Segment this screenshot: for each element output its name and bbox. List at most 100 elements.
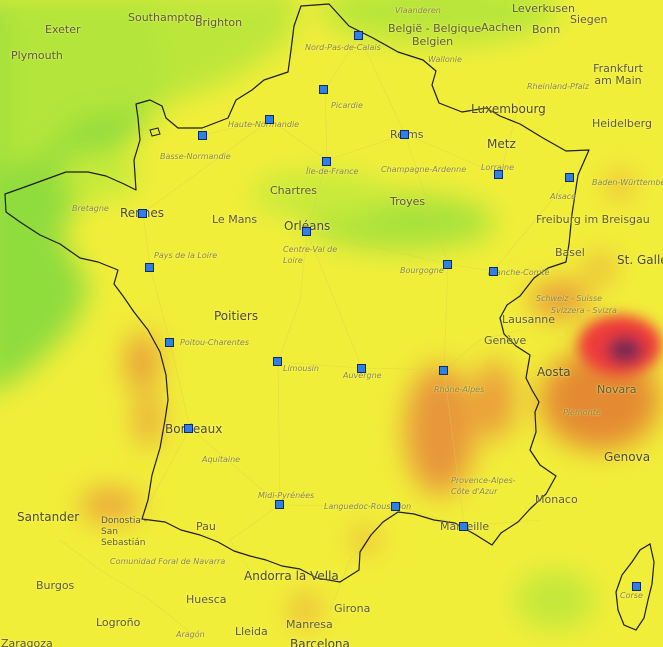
orange-biscay-zone	[80, 489, 140, 521]
label-picardie: Picardie	[331, 101, 363, 110]
label-vlaanderen: Vlaanderen	[395, 6, 441, 15]
label-siegen: Siegen	[570, 13, 608, 26]
label-baden: Baden-Württemberg	[592, 178, 663, 187]
station-marker[interactable]	[489, 267, 498, 276]
station-marker[interactable]	[400, 130, 409, 139]
label-auvergne: Auvergne	[343, 371, 382, 380]
label-donostia: Donostia - San Sebastián	[101, 516, 147, 548]
label-le-mans: Le Mans	[212, 213, 258, 226]
label-girona: Girona	[334, 602, 371, 615]
jersey-island	[149, 127, 161, 137]
label-freiburg: Freiburg im Breisgau	[536, 213, 650, 226]
label-luxembourg: Luxembourg	[471, 102, 546, 116]
label-metz: Metz	[487, 137, 516, 151]
label-southampton: Southampton	[128, 11, 203, 24]
label-belgie: België - Belgique	[388, 22, 482, 35]
orange-gulf-zone	[351, 530, 379, 550]
station-marker[interactable]	[443, 260, 452, 269]
label-lleida: Lleida	[235, 625, 268, 638]
station-marker[interactable]	[275, 500, 284, 509]
label-st-gallen: St. Gallen	[617, 253, 663, 267]
label-schweiz: Schweiz - Suisse	[536, 294, 603, 303]
station-marker[interactable]	[319, 85, 328, 94]
hotspot-layer	[578, 315, 662, 375]
station-marker[interactable]	[494, 170, 503, 179]
label-plymouth: Plymouth	[11, 49, 63, 62]
station-marker[interactable]	[357, 364, 366, 373]
label-genova: Genova	[604, 450, 651, 464]
road-network	[59, 35, 571, 641]
orange-stgallen-zone	[586, 256, 614, 280]
label-poitou: Poitou-Charentes	[180, 338, 249, 347]
station-marker[interactable]	[391, 502, 400, 511]
label-santander: Santander	[17, 510, 80, 524]
label-troyes: Troyes	[390, 195, 426, 208]
label-orleans: Orléans	[284, 219, 331, 233]
orange-gironde-zone	[136, 392, 160, 448]
station-marker[interactable]	[302, 227, 311, 236]
label-provence: Provence-Alpes-Côte d'Azur	[451, 476, 516, 496]
label-logrono: Logroño	[96, 616, 141, 629]
label-pays-de-la-loire: Pays de la Loire	[154, 251, 218, 260]
label-languedoc: Languedoc-Roussillon	[324, 502, 412, 511]
corse-border	[615, 543, 655, 631]
green-med-zone	[515, 570, 595, 630]
green-loire-zone	[250, 170, 390, 220]
label-novara: Novara	[597, 383, 637, 396]
label-wallonie: Wallonie	[428, 55, 462, 64]
france-border	[4, 3, 590, 583]
label-geneve: Genève	[484, 334, 527, 347]
orange-germany-zone	[608, 173, 632, 197]
station-marker[interactable]	[354, 31, 363, 40]
label-aquitaine: Aquitaine	[202, 455, 241, 464]
station-marker[interactable]	[138, 209, 147, 218]
label-brighton: Brighton	[195, 16, 243, 29]
station-marker[interactable]	[165, 338, 174, 347]
label-bourgogne: Bourgogne	[400, 266, 444, 275]
label-frankfurt: Frankfurt am Main	[593, 62, 643, 87]
label-corse: Corse	[620, 591, 643, 600]
label-barcelona: Barcelona	[290, 637, 350, 647]
label-poitiers: Poitiers	[214, 309, 259, 323]
pollution-heatmap	[0, 0, 660, 630]
label-franche-comte: Franche-Comté	[488, 268, 550, 277]
label-basel: Basel	[555, 246, 585, 259]
label-belgien: Belgien	[412, 35, 454, 48]
label-ile-de-france: Île-de-France	[306, 167, 359, 176]
label-leverkusen: Leverkusen	[512, 2, 575, 15]
station-marker[interactable]	[565, 173, 574, 182]
label-monaco: Monaco	[535, 493, 578, 506]
label-alsace: Alsace	[550, 192, 577, 201]
label-rheinland: Rheinland-Pfalz	[527, 82, 589, 91]
station-marker[interactable]	[439, 366, 448, 375]
station-marker[interactable]	[265, 115, 274, 124]
station-marker[interactable]	[198, 131, 207, 140]
label-zaragoza: Zaragoza	[1, 637, 53, 647]
label-basse-normandie: Basse-Normandie	[160, 152, 231, 161]
station-marker[interactable]	[273, 357, 282, 366]
label-manresa: Manresa	[286, 618, 333, 631]
orange-alps-zone	[475, 360, 515, 440]
label-midi-pyrenees: Midi-Pyrénées	[258, 491, 315, 500]
label-bonn: Bonn	[532, 23, 561, 36]
label-lausanne: Lausanne	[502, 313, 556, 326]
station-marker[interactable]	[459, 522, 468, 531]
label-burgos: Burgos	[36, 579, 75, 592]
label-limousin: Limousin	[283, 364, 319, 373]
station-marker[interactable]	[184, 424, 193, 433]
label-lorraine: Lorraine	[481, 163, 515, 172]
station-marker[interactable]	[322, 157, 331, 166]
station-marker[interactable]	[145, 263, 154, 272]
label-chartres: Chartres	[270, 184, 318, 197]
green-channel-zone	[0, 0, 298, 170]
orange-rhone-zone	[405, 365, 475, 495]
label-rhone-alpes: Rhône-Alpes	[434, 385, 485, 394]
label-nord: Nord-Pas-de-Calais	[305, 43, 381, 52]
orange-atlantic-zone	[126, 332, 158, 392]
label-bordeaux: Bordeaux	[165, 422, 223, 436]
station-marker[interactable]	[632, 582, 641, 591]
label-navarra: Comunidad Foral de Navarra	[110, 557, 226, 566]
label-bretagne: Bretagne	[72, 204, 109, 213]
orange-swiss-zone	[530, 282, 590, 318]
